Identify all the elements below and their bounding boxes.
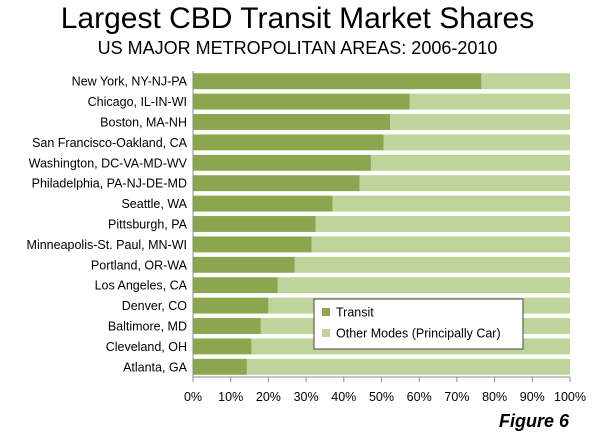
bar-other-modes — [332, 195, 570, 212]
bar-transit — [193, 154, 371, 171]
x-tick-label: 40% — [331, 390, 356, 404]
bar-transit — [193, 256, 295, 273]
bar-other-modes — [383, 134, 570, 151]
figure-label: Figure 6 — [498, 411, 569, 431]
bar-other-modes — [246, 358, 570, 375]
category-label: Chicago, IL-IN-WI — [88, 95, 187, 109]
category-label: Washington, DC-VA-MD-WV — [29, 156, 188, 170]
category-label: Philadelphia, PA-NJ-DE-MD — [32, 177, 187, 191]
category-label: Seattle, WA — [121, 197, 187, 211]
legend-swatch — [322, 308, 330, 316]
bar-transit — [193, 175, 360, 192]
chart-title: Largest CBD Transit Market Shares — [60, 2, 535, 35]
legend-label: Other Modes (Principally Car) — [336, 327, 501, 341]
legend-swatch — [322, 329, 330, 337]
bar-other-modes — [315, 216, 570, 232]
bar-transit — [193, 297, 269, 314]
x-tick-label: 50% — [369, 390, 394, 404]
category-label: Atlanta, GA — [123, 360, 188, 374]
bar-transit — [193, 114, 391, 130]
legend-label: Transit — [336, 306, 374, 320]
bar-transit — [193, 134, 384, 151]
legend-box — [313, 298, 524, 350]
x-tick-label: 0% — [184, 390, 202, 404]
category-label: Minneapolis-St. Paul, MN-WI — [27, 238, 187, 252]
x-tick-label: 70% — [444, 390, 469, 404]
category-label: Pittsburgh, PA — [108, 218, 188, 232]
bar-other-modes — [359, 175, 570, 192]
bar-other-modes — [277, 277, 570, 294]
category-label: Cleveland, OH — [106, 340, 187, 354]
category-label: Los Angeles, CA — [95, 279, 188, 293]
bar-other-modes — [294, 256, 570, 273]
x-tick-label: 60% — [407, 390, 432, 404]
bar-other-modes — [409, 93, 570, 110]
x-tick-label: 10% — [218, 390, 243, 404]
bar-transit — [193, 338, 252, 355]
x-tick-label: 90% — [520, 390, 545, 404]
bar-transit — [193, 216, 316, 232]
bar-other-modes — [390, 114, 570, 130]
bar-transit — [193, 236, 312, 253]
bar-transit — [193, 195, 333, 212]
bar-transit — [193, 277, 278, 294]
bar-other-modes — [311, 236, 570, 253]
chart-subtitle: US MAJOR METROPOLITAN AREAS: 2006-2010 — [97, 38, 498, 58]
bar-other-modes — [370, 154, 570, 171]
category-label: Portland, OR-WA — [91, 258, 188, 272]
bar-other-modes — [481, 73, 570, 90]
category-label: Boston, MA-NH — [100, 116, 187, 130]
bar-transit — [193, 358, 247, 375]
x-tick-label: 20% — [256, 390, 281, 404]
category-label: Denver, CO — [122, 299, 188, 313]
bar-transit — [193, 93, 410, 110]
x-tick-label: 80% — [482, 390, 507, 404]
x-tick-label: 100% — [554, 390, 586, 404]
category-label: New York, NY-NJ-PA — [72, 75, 188, 89]
x-tick-label: 30% — [294, 390, 319, 404]
bar-transit — [193, 318, 261, 334]
category-label: San Francisco-Oakland, CA — [32, 136, 188, 150]
bar-transit — [193, 73, 482, 90]
category-label: Baltimore, MD — [108, 320, 187, 334]
